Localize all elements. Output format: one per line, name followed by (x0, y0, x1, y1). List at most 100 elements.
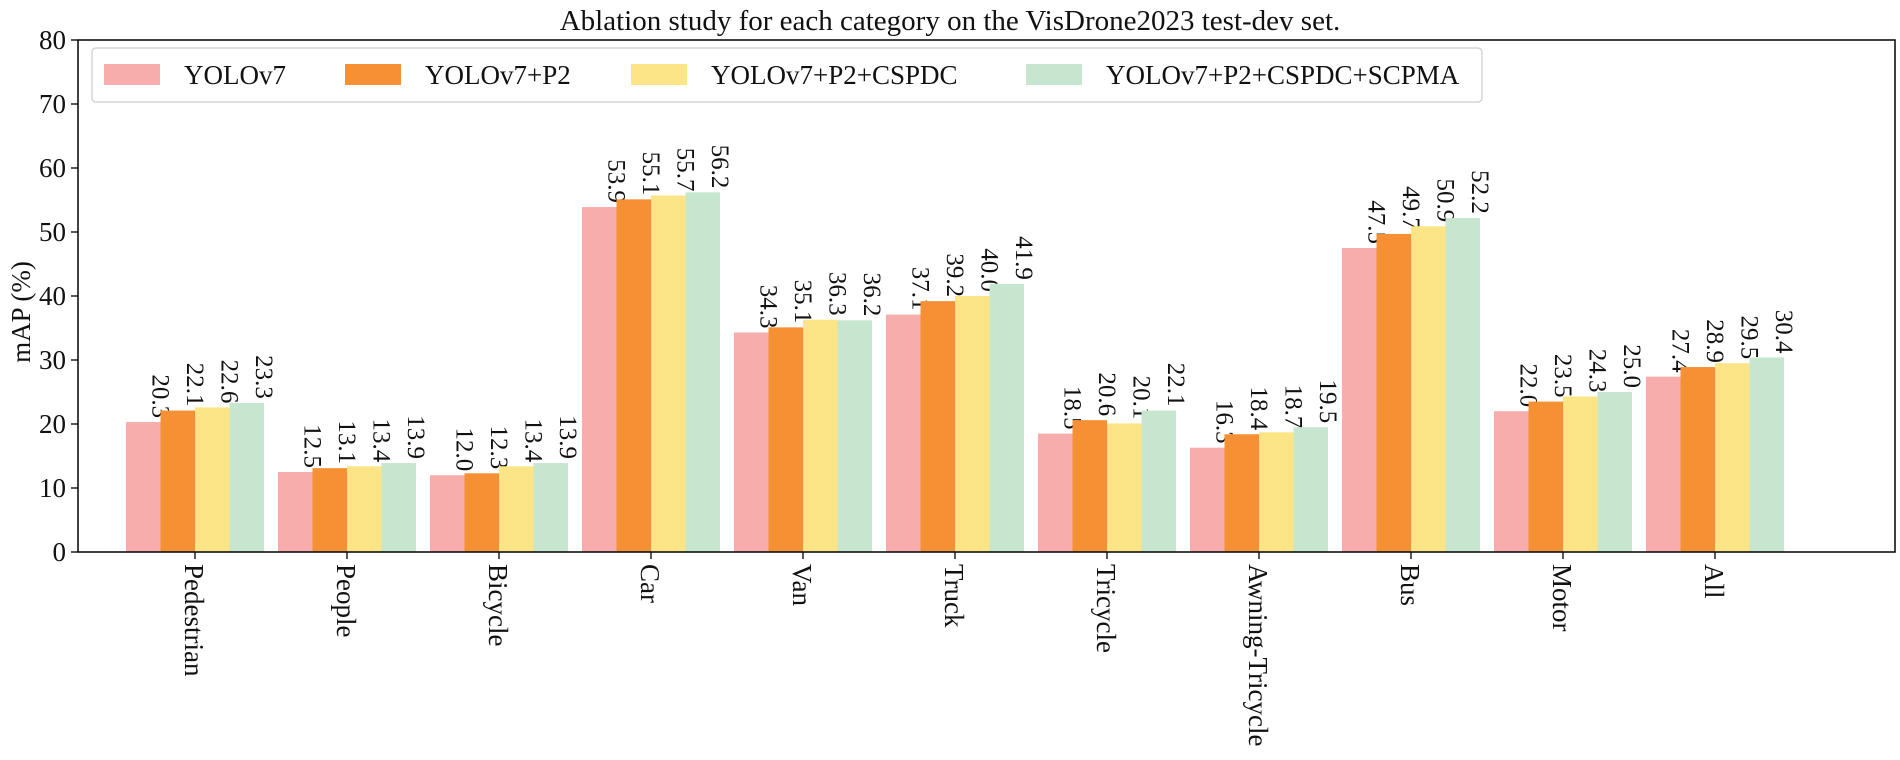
value-label: 23.3 (250, 355, 277, 399)
value-label: 18.4 (1245, 386, 1272, 430)
value-label: 13.9 (554, 415, 581, 459)
legend-swatch (104, 64, 160, 85)
x-tick-label: Awning-Tricycle (1243, 564, 1273, 747)
bar-yolov7-p2-cspdc-scpma-car (685, 192, 720, 552)
bar-yolov7-p2-cspdc-scpma-truck (989, 283, 1024, 552)
bar-yolov7-p2-bus (1376, 233, 1411, 553)
legend-swatch (345, 64, 401, 85)
x-tick-label: Van (787, 564, 817, 606)
bar-yolov7-awning-tricycle (1190, 447, 1225, 552)
legend-label: YOLOv7 (184, 60, 286, 90)
bar-yolov7-p2-cspdc-van (803, 319, 838, 552)
bar-yolov7-van (734, 332, 769, 552)
value-label: 24.3 (1583, 349, 1610, 393)
bar-yolov7-p2-cspdc-truck (955, 296, 990, 552)
bar-yolov7-p2-cspdc-scpma-motor (1597, 392, 1632, 552)
legend-label: YOLOv7+P2+CSPDC+SCPMA (1106, 60, 1460, 90)
y-tick-label: 20 (39, 409, 66, 439)
bar-yolov7-car (582, 207, 617, 553)
value-label: 13.4 (519, 418, 546, 462)
bar-yolov7-p2-cspdc-scpma-van (837, 320, 872, 552)
value-label: 19.5 (1314, 379, 1341, 423)
bar-yolov7-p2-cspdc-all (1715, 363, 1750, 552)
bar-yolov7-p2-cspdc-bus (1411, 226, 1446, 553)
bar-yolov7-p2-cspdc-scpma-pedestrian (229, 402, 264, 552)
bar-yolov7-p2-cspdc-bicycle (499, 466, 534, 552)
bar-yolov7-p2-tricycle (1072, 420, 1107, 552)
value-label: 18.7 (1279, 385, 1306, 429)
value-label: 36.3 (823, 272, 850, 316)
bar-yolov7-p2-cspdc-awning-tricycle (1259, 432, 1294, 552)
value-label: 35.1 (789, 280, 816, 324)
bar-yolov7-p2-pedestrian (160, 410, 195, 552)
bar-yolov7-p2-bicycle (464, 473, 499, 552)
value-label: 22.0 (1514, 363, 1541, 407)
y-tick-label: 60 (39, 153, 66, 183)
bar-yolov7-truck (886, 314, 921, 552)
bar-yolov7-p2-truck (920, 301, 955, 552)
x-tick-label: All (1699, 564, 1729, 599)
value-label: 29.5 (1735, 315, 1762, 359)
plot-area: 20.312.5 12.053.934.3 37.118.5 16.347.522.0… (39, 25, 1896, 747)
y-tick-label: 10 (39, 473, 66, 503)
value-label: 25.0 (1618, 344, 1645, 388)
value-label: 12.0 (450, 427, 477, 471)
bar-yolov7-p2-awning-tricycle (1224, 434, 1259, 552)
x-tick-label: Bus (1395, 564, 1425, 606)
value-label: 13.1 (333, 420, 360, 464)
bar-yolov7-p2-cspdc-scpma-bus (1445, 217, 1480, 553)
x-tick-label: Pedestrian (179, 564, 209, 677)
value-label: 49.7 (1397, 186, 1424, 230)
x-tick-label: Car (635, 564, 665, 603)
legend-label: YOLOv7+P2+CSPDC (711, 60, 958, 90)
value-label: 22.1 (1162, 363, 1189, 407)
bar-yolov7-bicycle (430, 475, 465, 552)
bar-yolov7-p2-cspdc-scpma-bicycle (533, 463, 568, 552)
value-label: 27.4 (1666, 329, 1693, 373)
value-label: 52.2 (1466, 170, 1493, 214)
value-label: 55.1 (637, 152, 664, 196)
bar-yolov7-p2-motor (1528, 401, 1563, 552)
value-label: 12.5 (298, 424, 325, 468)
bar-yolov7-p2-cspdc-pedestrian (195, 407, 230, 552)
value-label: 12.3 (485, 426, 512, 470)
bar-yolov7-p2-van (768, 327, 803, 552)
y-tick-label: 30 (39, 345, 66, 375)
value-label: 22.1 (181, 363, 208, 407)
bar-yolov7-tricycle (1038, 433, 1073, 552)
bar-yolov7-pedestrian (126, 422, 161, 552)
value-label: 23.5 (1549, 354, 1576, 398)
value-label: 41.9 (1010, 236, 1037, 280)
x-tick-label: Truck (939, 564, 969, 628)
bar-yolov7-motor (1494, 411, 1529, 552)
value-label: 34.3 (754, 285, 781, 329)
x-tick-label: Bicycle (483, 564, 513, 646)
bar-yolov7-p2-cspdc-people (347, 466, 382, 552)
bar-yolov7-all (1646, 376, 1681, 552)
bar-yolov7-p2-cspdc-scpma-tricycle (1141, 410, 1176, 552)
x-tick-label: People (331, 564, 361, 638)
value-label: 20.6 (1093, 372, 1120, 416)
value-label: 13.9 (402, 415, 429, 459)
value-label: 50.9 (1431, 178, 1458, 222)
bar-yolov7-people (278, 472, 313, 552)
legend-swatch (1026, 64, 1082, 85)
y-tick-label: 80 (39, 25, 66, 55)
value-label: 28.9 (1701, 319, 1728, 363)
legend-swatch (631, 64, 687, 85)
y-tick-label: 50 (39, 217, 66, 247)
bar-yolov7-p2-cspdc-scpma-people (381, 463, 416, 552)
value-label: 39.2 (941, 253, 968, 297)
x-tick-label: Tricycle (1091, 564, 1121, 653)
y-tick-label: 0 (53, 537, 67, 567)
value-label: 36.2 (858, 273, 885, 317)
bar-yolov7-p2-people (312, 468, 347, 552)
value-label: 13.4 (367, 418, 394, 462)
y-axis-label: mAP (%) (6, 261, 36, 363)
bar-yolov7-bus (1342, 248, 1377, 552)
x-tick-label: Motor (1547, 564, 1577, 632)
legend: YOLOv7 YOLOv7+P2 YOLOv7+P2+CSPDC YOLOv7+P2+… (91, 47, 1483, 103)
legend-box (91, 47, 1483, 103)
bar-yolov7-p2-cspdc-car (651, 195, 686, 552)
